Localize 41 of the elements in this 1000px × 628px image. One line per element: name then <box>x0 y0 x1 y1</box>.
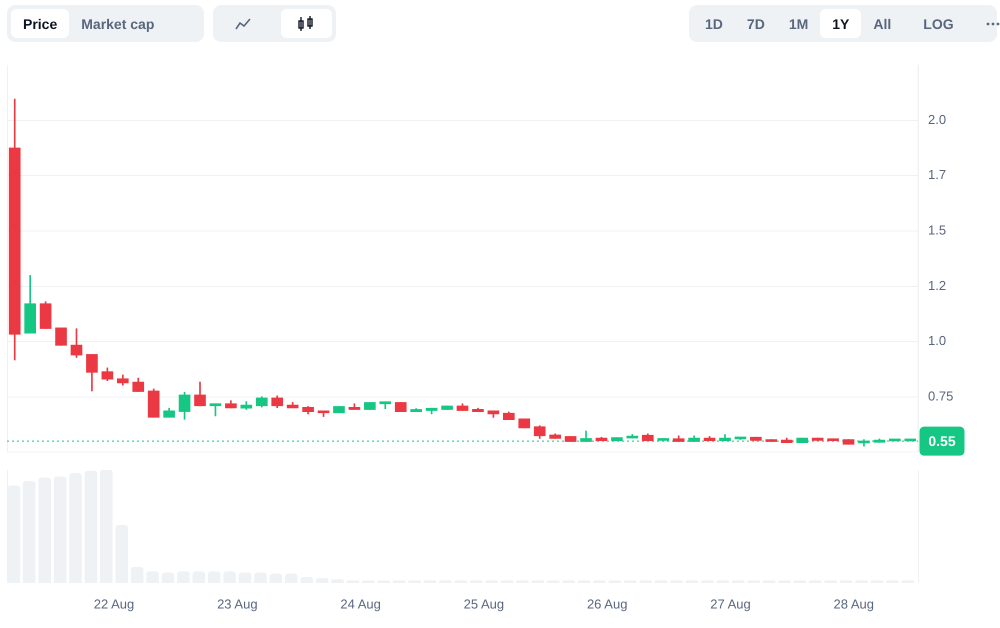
text: LOG <box>922 14 955 34</box>
candlestick <box>704 436 716 442</box>
y-tick-label: 2.0 <box>928 112 946 127</box>
candlestick <box>596 436 608 442</box>
candlestick <box>240 401 252 410</box>
x-tick-label: 27 Aug <box>710 596 751 612</box>
text: Price <box>11 9 70 38</box>
text: 7D <box>746 14 766 34</box>
candlestick <box>626 434 638 438</box>
candlestick <box>348 403 360 410</box>
candlestick <box>827 438 839 442</box>
text: Market cap <box>80 14 156 34</box>
text: All <box>872 14 892 34</box>
candlestick <box>842 439 854 445</box>
y-tick-label: 0.75 <box>928 388 954 404</box>
y-tick-label: 1.7 <box>928 167 946 182</box>
ref-line-label: 0.55 <box>928 432 956 449</box>
candlestick <box>564 436 576 442</box>
candlestick <box>488 410 500 418</box>
x-tick-label: 23 Aug <box>217 596 258 612</box>
candlestick <box>333 406 345 414</box>
candlestick <box>780 438 793 444</box>
candlestick <box>364 402 376 410</box>
x-tick-label: 25 Aug <box>464 596 504 612</box>
candlestick <box>286 402 298 408</box>
x-tick-label: 26 Aug <box>586 596 628 612</box>
candlestick <box>441 406 453 410</box>
candlestick <box>55 328 67 346</box>
x-tick-label: 24 Aug <box>340 596 381 612</box>
y-tick-label: 1.2 <box>928 278 946 293</box>
text: 1D <box>704 14 724 34</box>
x-tick-label: 22 Aug <box>94 596 134 612</box>
candlestick <box>549 434 561 439</box>
candlestick <box>394 402 407 412</box>
candlestick <box>750 436 762 441</box>
y-tick-label: 1.0 <box>928 333 946 348</box>
x-tick-label: 28 Aug <box>834 596 874 612</box>
candlestick <box>812 438 824 441</box>
text: 1Y <box>820 9 862 38</box>
y-tick-label: 1.5 <box>928 222 946 238</box>
text: 1M <box>788 14 810 34</box>
